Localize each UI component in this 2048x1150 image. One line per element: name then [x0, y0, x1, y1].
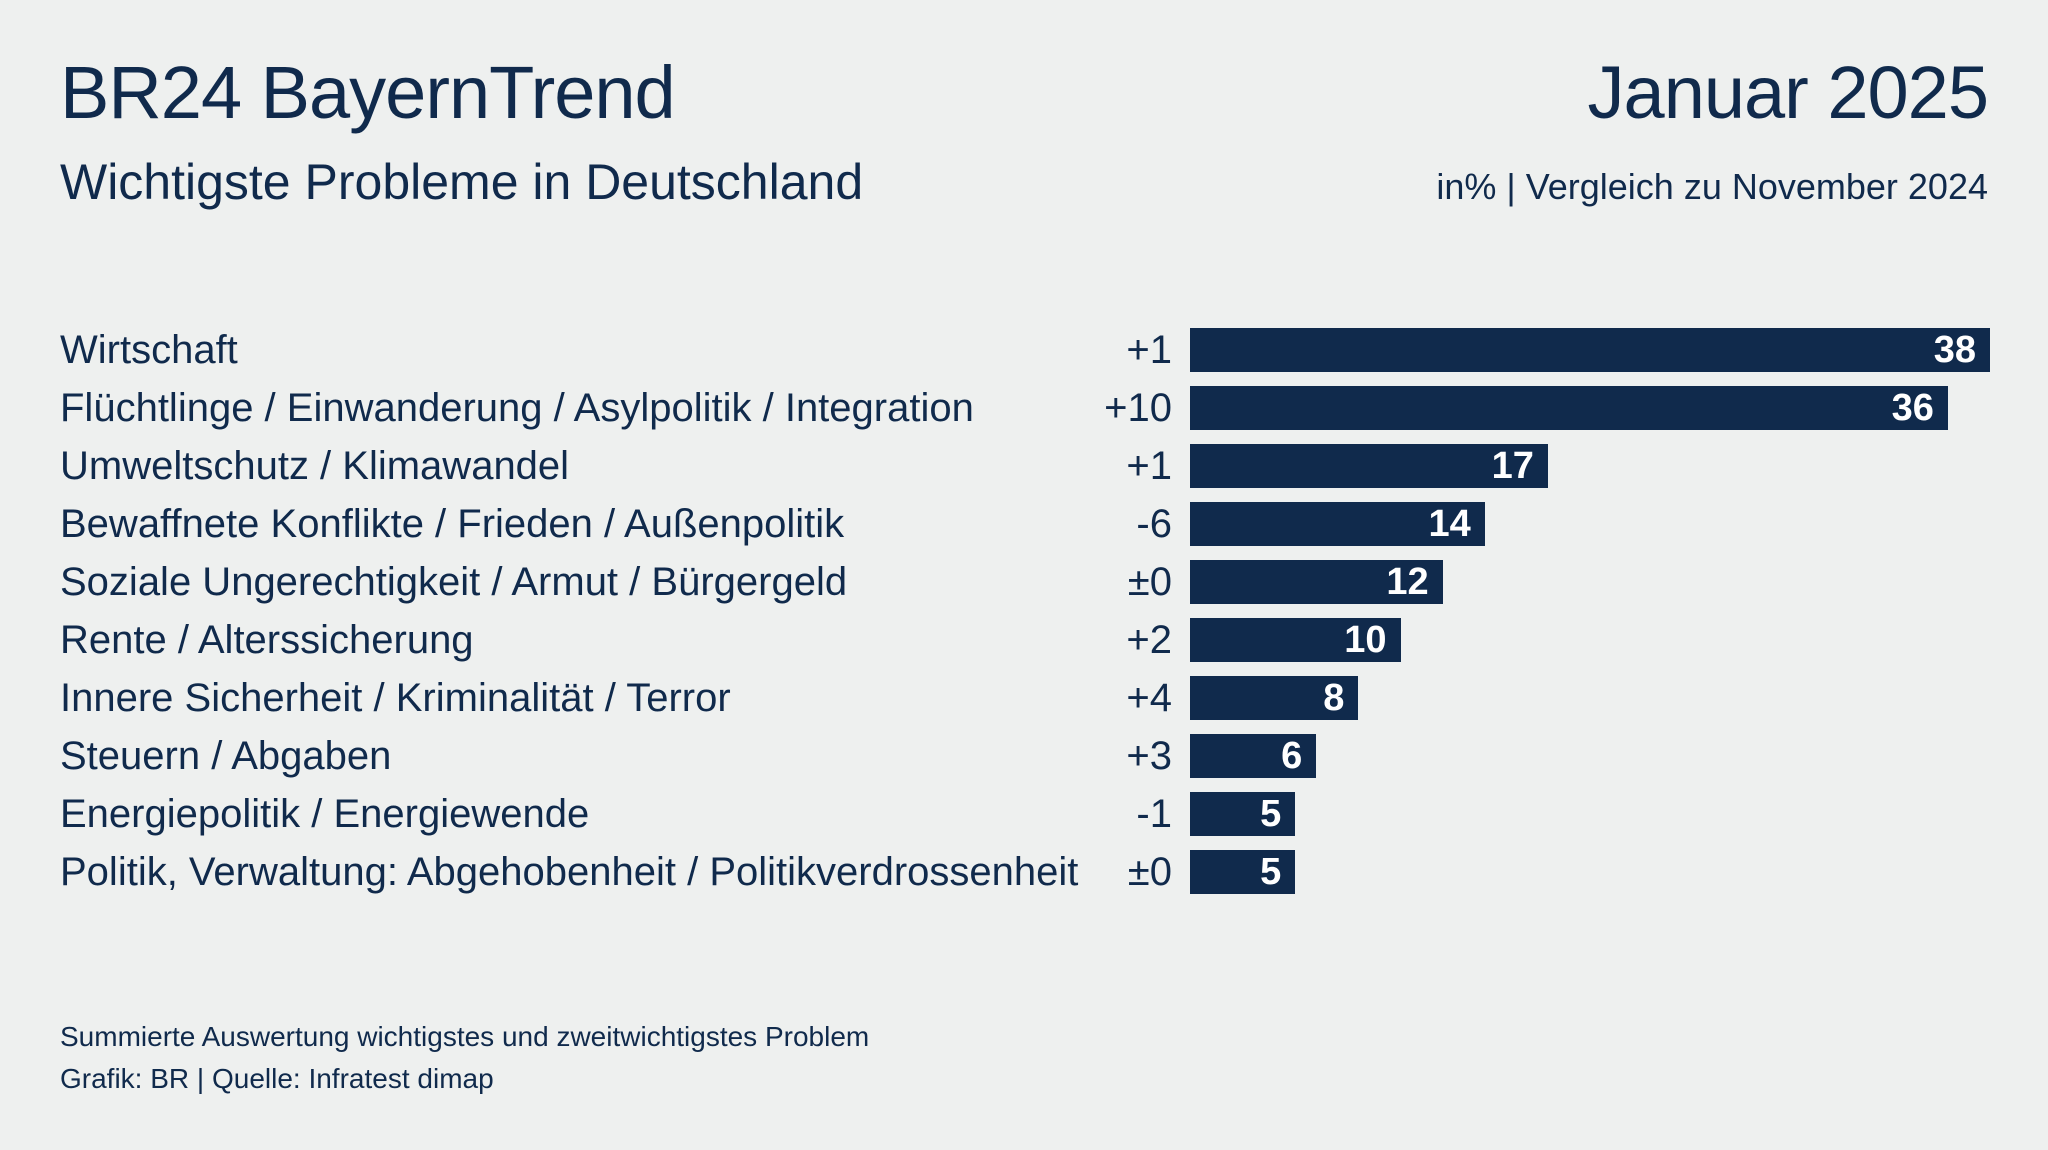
- bar-value: 5: [1260, 851, 1281, 894]
- bar-label: Soziale Ungerechtigkeit / Armut / Bürger…: [60, 560, 1080, 605]
- bar-value: 8: [1323, 677, 1344, 720]
- sub-header: Wichtigste Probleme in Deutschland in% |…: [60, 153, 1988, 211]
- bar-label: Rente / Alterssicherung: [60, 618, 1080, 663]
- bar-cell: 14: [1190, 502, 1988, 546]
- bar: 8: [1190, 676, 1358, 720]
- bar-chart: Wirtschaft+138Flüchtlinge / Einwanderung…: [60, 321, 1988, 901]
- bar-row: Bewaffnete Konflikte / Frieden / Außenpo…: [60, 495, 1988, 553]
- bar-row: Flüchtlinge / Einwanderung / Asylpolitik…: [60, 379, 1988, 437]
- bar: 5: [1190, 850, 1295, 894]
- bar-row: Rente / Alterssicherung+2 10: [60, 611, 1988, 669]
- bar-cell: 38: [1190, 328, 1988, 372]
- bar: 36: [1190, 386, 1948, 430]
- bar-row: Politik, Verwaltung: Abgehobenheit / Pol…: [60, 843, 1988, 901]
- bar-value: 12: [1386, 561, 1428, 604]
- bar-label: Energiepolitik / Energiewende: [60, 792, 1080, 837]
- bar-delta: +3: [1080, 734, 1190, 779]
- bar-label: Politik, Verwaltung: Abgehobenheit / Pol…: [60, 850, 1080, 895]
- bar: 14: [1190, 502, 1485, 546]
- footnote-source: Grafik: BR | Quelle: Infratest dimap: [60, 1058, 869, 1100]
- bar-delta: -1: [1080, 792, 1190, 837]
- bar-label: Steuern / Abgaben: [60, 734, 1080, 779]
- bar-delta: +4: [1080, 676, 1190, 721]
- bar-label: Bewaffnete Konflikte / Frieden / Außenpo…: [60, 502, 1080, 547]
- chart-date: Januar 2025: [1588, 50, 1988, 135]
- bar-value: 10: [1344, 619, 1386, 662]
- chart-title: BR24 BayernTrend: [60, 50, 675, 135]
- bar: 38: [1190, 328, 1990, 372]
- bar-label: Wirtschaft: [60, 328, 1080, 373]
- bar-value: 5: [1260, 793, 1281, 836]
- bar-label: Flüchtlinge / Einwanderung / Asylpolitik…: [60, 386, 1080, 431]
- bar-value: 36: [1892, 387, 1934, 430]
- bar-cell: 36: [1190, 386, 1988, 430]
- bar: 17: [1190, 444, 1548, 488]
- bar-cell: 8: [1190, 676, 1988, 720]
- bar-delta: +1: [1080, 444, 1190, 489]
- bar-value: 6: [1281, 735, 1302, 778]
- footer: Summierte Auswertung wichtigstes und zwe…: [60, 1016, 869, 1100]
- bar: 5: [1190, 792, 1295, 836]
- unit-note: in% | Vergleich zu November 2024: [1436, 166, 1988, 208]
- bar: 6: [1190, 734, 1316, 778]
- bar-delta: -6: [1080, 502, 1190, 547]
- bar-value: 17: [1492, 445, 1534, 488]
- footnote-method: Summierte Auswertung wichtigstes und zwe…: [60, 1016, 869, 1058]
- bar-cell: 5: [1190, 792, 1988, 836]
- bar-row: Wirtschaft+1 38: [60, 321, 1988, 379]
- bar-label: Innere Sicherheit / Kriminalität / Terro…: [60, 676, 1080, 721]
- bar: 10: [1190, 618, 1401, 662]
- bar-value: 14: [1428, 503, 1470, 546]
- bar-delta: +10: [1080, 386, 1190, 431]
- bar-row: Innere Sicherheit / Kriminalität / Terro…: [60, 669, 1988, 727]
- bar-cell: 6: [1190, 734, 1988, 778]
- header: BR24 BayernTrend Januar 2025: [60, 50, 1988, 135]
- bar-cell: 10: [1190, 618, 1988, 662]
- bar-row: Umweltschutz / Klimawandel+1 17: [60, 437, 1988, 495]
- bar-delta: +1: [1080, 328, 1190, 373]
- bar: 12: [1190, 560, 1443, 604]
- chart-subtitle: Wichtigste Probleme in Deutschland: [60, 153, 863, 211]
- bar-label: Umweltschutz / Klimawandel: [60, 444, 1080, 489]
- bar-cell: 17: [1190, 444, 1988, 488]
- bar-cell: 12: [1190, 560, 1988, 604]
- bar-delta: ±0: [1080, 850, 1190, 895]
- bar-delta: +2: [1080, 618, 1190, 663]
- bar-row: Energiepolitik / Energiewende-1 5: [60, 785, 1988, 843]
- bar-delta: ±0: [1080, 560, 1190, 605]
- bar-cell: 5: [1190, 850, 1988, 894]
- bar-row: Steuern / Abgaben+3 6: [60, 727, 1988, 785]
- bar-row: Soziale Ungerechtigkeit / Armut / Bürger…: [60, 553, 1988, 611]
- bar-value: 38: [1934, 329, 1976, 372]
